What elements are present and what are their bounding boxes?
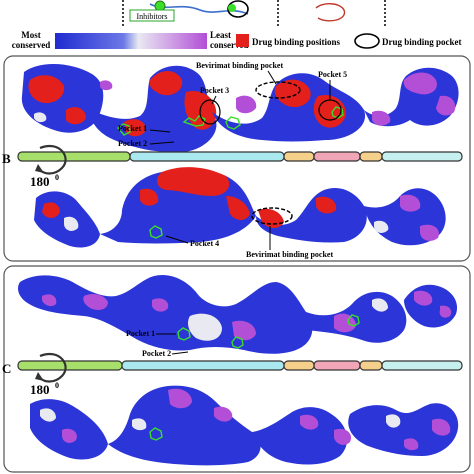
- label-pocket-2-b: Pocket 2: [118, 139, 147, 148]
- label-pocket-4: Pocket 4: [190, 239, 219, 248]
- rotation-arrow-c: 180 0: [30, 353, 67, 397]
- leader-arrow: [149, 141, 175, 145]
- legend: Most conserved Least conserved Drug bind…: [12, 30, 462, 50]
- rotation-sup-b: 0: [55, 173, 59, 182]
- inhibitor-molecule: [228, 4, 236, 12]
- label-pocket-1-b: Pocket 1: [118, 124, 147, 133]
- rotation-sup-c: 0: [55, 381, 59, 390]
- panel-b-letter: B: [2, 151, 11, 166]
- legend-most-line2: conserved: [12, 40, 51, 50]
- domain-segment: [381, 360, 463, 371]
- leader-arrow: [149, 129, 171, 133]
- panel-b-frame: [3, 55, 471, 262]
- ligand-cluster: [177, 314, 360, 349]
- conservation-gradient-bar: [55, 33, 207, 49]
- leader-line: [211, 95, 217, 105]
- domain-segment: [283, 151, 315, 162]
- rotation-arrow-b: 180 0: [30, 145, 67, 189]
- label-pocket-5: Pocket 5: [318, 70, 347, 79]
- panel-c-letter: C: [2, 361, 11, 376]
- legend-drug-positions: Drug binding positions: [252, 37, 341, 47]
- leader-line: [267, 70, 277, 85]
- pocket-ellipse-swatch: [354, 33, 380, 49]
- domain-segment: [359, 360, 383, 371]
- label-bevirimat-bottom: Bevirimat binding pocket: [246, 250, 333, 259]
- domain-segment: [17, 360, 123, 371]
- ligand-cluster: [116, 106, 344, 136]
- panel-c-frame: [3, 265, 471, 473]
- inhibitors-label: Inhibitors: [136, 12, 167, 21]
- protein-surface-top-c: [18, 274, 458, 354]
- domain-segment: [129, 151, 285, 162]
- pocket-3-ellipse: [199, 99, 221, 125]
- domain-segment: [121, 360, 285, 371]
- rotation-label-c: 180: [30, 382, 50, 397]
- domain-segment: [359, 151, 383, 162]
- domain-segment: [381, 151, 463, 162]
- domain-segment: [313, 360, 361, 371]
- drug-binding-swatch: [236, 34, 249, 47]
- protein-surface-top: [21, 63, 459, 153]
- leader-arrow: [171, 351, 189, 355]
- legend-least-line2: conserved: [210, 40, 249, 50]
- legend-drug-pocket: Drug binding pocket: [382, 37, 462, 47]
- top-strip: Inhibitors: [122, 0, 386, 26]
- legend-most-line1: Most: [21, 30, 41, 40]
- pocket-ellipse: [227, 0, 249, 18]
- label-pocket-2-c: Pocket 2: [142, 349, 171, 358]
- bevirimat-pocket-ellipse-bottom: [251, 207, 293, 225]
- domain-segment: [283, 360, 315, 371]
- leader-arrow: [165, 235, 189, 244]
- protein-surface-bottom: [34, 167, 446, 248]
- label-bevirimat-top: Bevirimat binding pocket: [196, 61, 283, 70]
- label-pocket-3: Pocket 3: [200, 86, 229, 95]
- protein-loop: [315, 3, 346, 22]
- ligand-cluster: [149, 225, 163, 239]
- panel-c: Pocket 1 Pocket 2 C 180 0: [2, 265, 471, 473]
- protein-surface-bottom-c: [30, 385, 459, 466]
- rotation-label-b: 180: [30, 174, 50, 189]
- domain-bar-b: [17, 151, 463, 162]
- domain-segment: [17, 151, 131, 162]
- domain-bar-c: [17, 360, 463, 371]
- ligand-cluster: [149, 427, 163, 441]
- inhibitors-tag: [129, 9, 175, 22]
- bevirimat-pocket-ellipse: [255, 81, 301, 99]
- label-pocket-1-c: Pocket 1: [126, 329, 155, 338]
- legend-least-line1: Least: [210, 30, 231, 40]
- panel-b: Bevirimat binding pocket Pocket 3 Pocket…: [2, 55, 471, 262]
- domain-segment: [313, 151, 361, 162]
